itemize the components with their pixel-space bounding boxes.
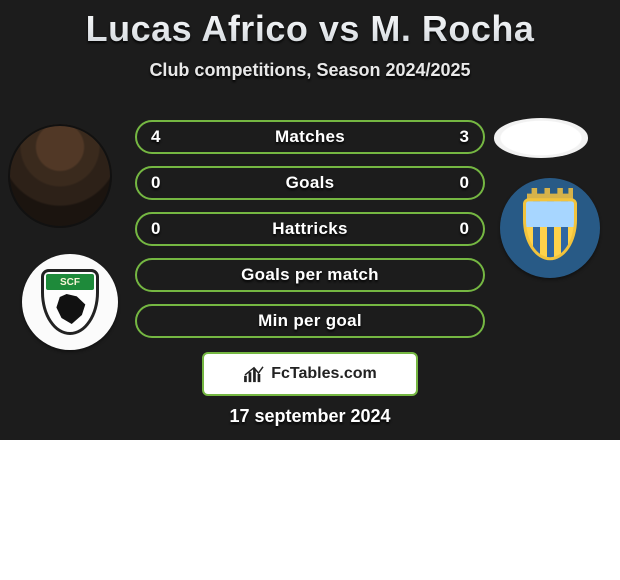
stat-right-value: 3 xyxy=(460,127,469,147)
stat-right-value: 0 xyxy=(460,219,469,239)
watermark-badge: FcTables.com xyxy=(202,352,418,396)
stat-right-value: 0 xyxy=(460,173,469,193)
club-crest-left: SCF xyxy=(22,254,118,350)
stat-label: Min per goal xyxy=(258,311,362,331)
page-title: Lucas Africo vs M. Rocha xyxy=(0,0,620,50)
bars-icon xyxy=(243,365,265,383)
stat-label: Goals per match xyxy=(241,265,379,285)
stat-left-value: 4 xyxy=(151,127,160,147)
stat-row-matches: 4 Matches 3 xyxy=(135,120,485,154)
stat-label: Hattricks xyxy=(272,219,347,239)
stats-list: 4 Matches 3 0 Goals 0 0 Hattricks 0 Goal… xyxy=(135,120,485,350)
watermark-text: FcTables.com xyxy=(271,365,377,383)
stat-row-goals-per-match: Goals per match xyxy=(135,258,485,292)
stat-row-hattricks: 0 Hattricks 0 xyxy=(135,212,485,246)
stat-row-goals: 0 Goals 0 xyxy=(135,166,485,200)
player-right-avatar xyxy=(494,118,588,158)
crest-left-letters: SCF xyxy=(46,274,94,290)
stat-row-min-per-goal: Min per goal xyxy=(135,304,485,338)
subtitle: Club competitions, Season 2024/2025 xyxy=(0,60,620,81)
stat-left-value: 0 xyxy=(151,173,160,193)
club-crest-right xyxy=(500,178,600,278)
player-left-avatar xyxy=(8,124,112,228)
crest-right-shield xyxy=(523,198,577,260)
date-stamp: 17 september 2024 xyxy=(229,406,390,427)
card-root: Lucas Africo vs M. Rocha Club competitio… xyxy=(0,0,620,580)
stat-label: Goals xyxy=(286,173,335,193)
stat-left-value: 0 xyxy=(151,219,160,239)
stat-label: Matches xyxy=(275,127,345,147)
